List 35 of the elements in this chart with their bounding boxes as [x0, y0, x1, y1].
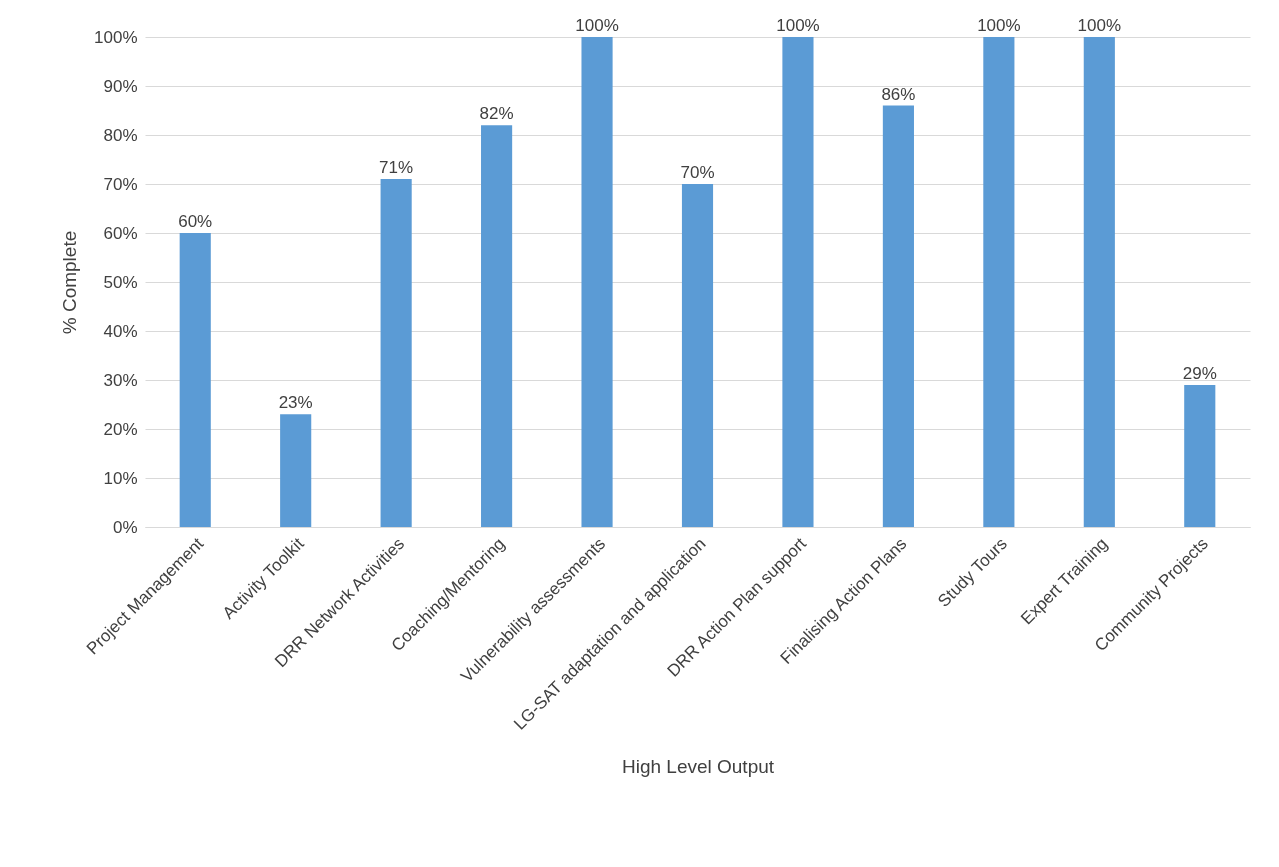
data-label: 100% — [575, 16, 619, 35]
bar — [1083, 37, 1115, 527]
bar — [380, 179, 412, 527]
bar — [681, 184, 714, 527]
bar — [882, 105, 914, 527]
y-axis-title: % Complete — [59, 230, 81, 335]
y-tick-label: 40% — [103, 321, 138, 341]
data-label: 100% — [1077, 16, 1122, 35]
bar — [179, 233, 211, 527]
y-tick-label: 0% — [112, 517, 138, 537]
data-label: 71% — [379, 158, 414, 178]
data-label: 60% — [178, 212, 213, 231]
bar — [581, 37, 613, 527]
data-label: 100% — [977, 16, 1021, 35]
data-label: 82% — [479, 104, 514, 124]
y-tick-label: 60% — [103, 223, 138, 243]
y-tick-label: 10% — [103, 468, 138, 488]
y-tick-label: 90% — [103, 76, 138, 96]
bar — [782, 37, 814, 527]
data-label: 86% — [881, 84, 916, 104]
data-label: 29% — [1182, 363, 1217, 383]
bar — [983, 37, 1015, 527]
x-axis-title: High Level Output — [621, 755, 775, 777]
bar — [481, 125, 513, 527]
data-label: 100% — [776, 16, 820, 35]
y-tick-label: 70% — [103, 174, 138, 194]
data-label: 70% — [680, 163, 715, 182]
bar — [1184, 384, 1216, 527]
y-tick-label: 20% — [103, 419, 138, 439]
bar — [280, 414, 312, 527]
y-tick-label: 30% — [103, 370, 138, 390]
y-tick-label: 50% — [103, 272, 138, 292]
y-tick-label: 80% — [103, 125, 138, 145]
data-label: 23% — [278, 393, 313, 413]
y-tick-label: 100% — [94, 27, 138, 47]
